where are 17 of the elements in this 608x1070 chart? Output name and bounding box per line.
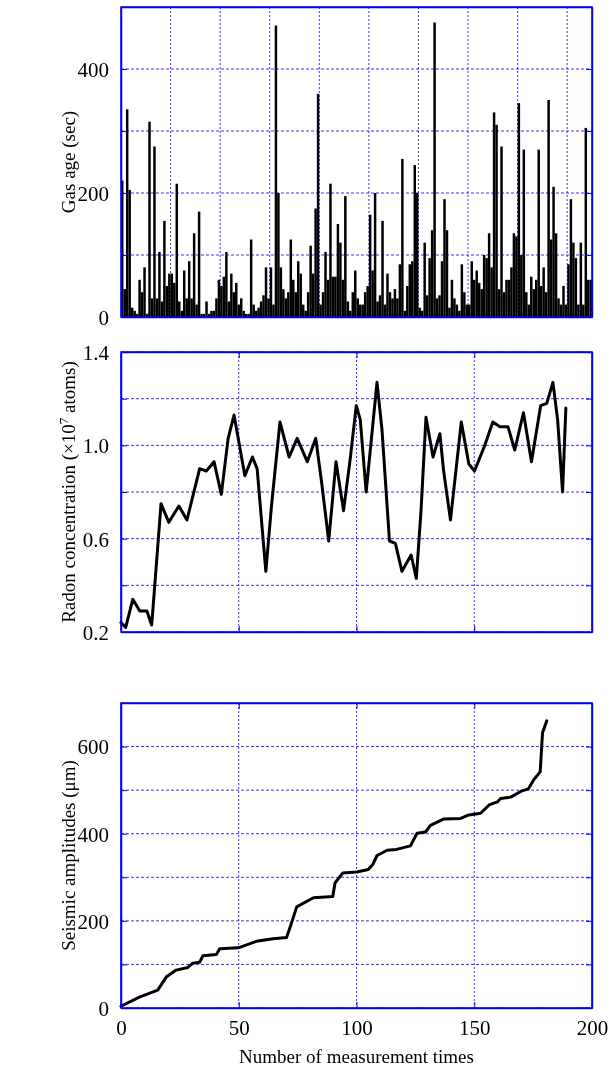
x-tick-label: 200 — [576, 1015, 608, 1040]
y-tick-label: 200 — [77, 181, 109, 206]
y-tick-label: 400 — [77, 822, 109, 847]
y-tick-label: 200 — [77, 909, 109, 934]
y-tick-label: 0.2 — [82, 620, 109, 645]
x-tick-label: 100 — [341, 1015, 373, 1040]
y-tick-label: 0.6 — [82, 527, 109, 552]
y-tick-label: 1.4 — [82, 340, 110, 365]
y-tick-label: 400 — [77, 57, 109, 82]
x-tick-label: 50 — [228, 1015, 250, 1040]
y-tick-label: 600 — [77, 735, 109, 760]
x-axis-title: Number of measurement times — [239, 1046, 474, 1067]
y-tick-label: 1.0 — [82, 434, 109, 459]
x-tick-label: 150 — [459, 1015, 491, 1040]
y-tick-label: 0 — [98, 996, 109, 1021]
x-tick-label: 0 — [116, 1015, 127, 1040]
y-tick-label: 0 — [98, 305, 109, 330]
